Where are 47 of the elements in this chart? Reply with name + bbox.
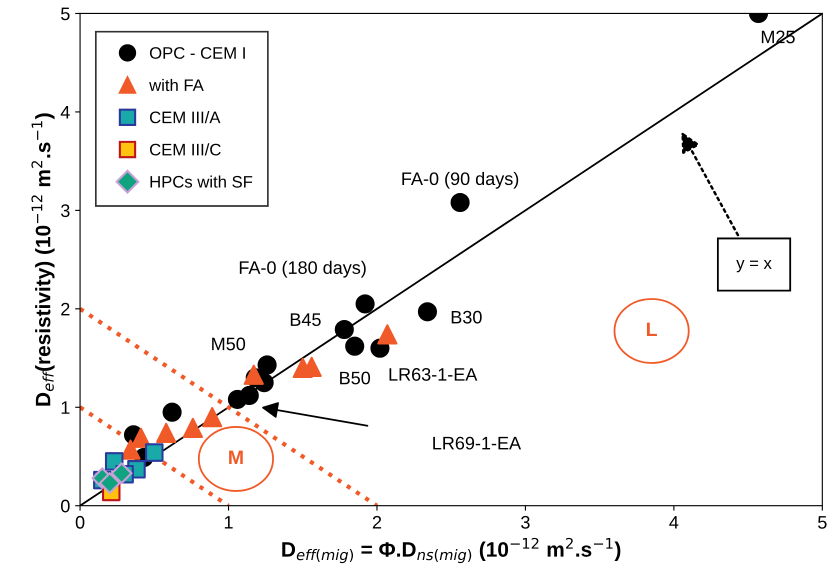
legend-label: HPCs with SF — [150, 175, 252, 188]
point — [162, 402, 182, 422]
x-tick-label: 2 — [372, 516, 382, 529]
x-tick-label: 3 — [521, 516, 530, 529]
annotation: L — [646, 322, 657, 336]
annotation: M — [229, 450, 243, 464]
point — [244, 364, 264, 385]
text: D$_{eff}$(resistivity) (10$^{−12}$ m$^{2}$.s$^{−1}$) — [31, 113, 55, 406]
point — [145, 443, 164, 462]
x-tick-label: 0 — [76, 516, 84, 529]
legend-label: OPC - CEM I — [150, 47, 245, 59]
point — [228, 390, 247, 409]
annotation: y = x — [736, 260, 772, 272]
text: D$_{eff(mig)}$ = Φ.D$_{ns(mig)}$ (10$^{−12}$ m$^{2}$.s$^{−1}$) — [282, 538, 620, 564]
y-tick-label: 1 — [62, 401, 70, 414]
annotation: LR69-1-EA — [433, 436, 522, 450]
point — [130, 428, 152, 448]
point — [258, 355, 277, 374]
point — [450, 192, 470, 212]
annotation: B50 — [340, 372, 370, 384]
annotation: M50 — [212, 338, 246, 350]
y-tick-label: 5 — [61, 8, 70, 20]
point — [345, 336, 364, 356]
legend-label: with FA — [149, 78, 204, 92]
x-tick-label: 4 — [669, 516, 678, 529]
annotation: B30 — [452, 310, 482, 324]
legend-label: CEM III/A — [150, 111, 220, 124]
point — [334, 320, 354, 340]
annotation: FA-0 (180 days) — [240, 260, 366, 278]
point — [98, 472, 121, 494]
annotation: FA-0 (90 days) — [402, 172, 518, 189]
point — [182, 418, 203, 438]
point — [418, 302, 437, 322]
point — [156, 422, 176, 443]
y-tick-label: 0 — [61, 500, 70, 512]
annotation: LR63-1-EA — [390, 368, 478, 381]
x-tick-label: 1 — [224, 516, 233, 529]
y-tick-label: 3 — [60, 204, 70, 218]
legend-label: CEM III/C — [150, 143, 221, 156]
x-tick-label: 5 — [818, 516, 827, 529]
annotation: B45 — [290, 313, 321, 326]
point — [202, 407, 222, 428]
y-tick-label: 2 — [61, 302, 70, 316]
point — [110, 462, 132, 484]
point — [377, 324, 398, 345]
y-tick-label: 4 — [60, 106, 70, 118]
point — [356, 294, 375, 314]
